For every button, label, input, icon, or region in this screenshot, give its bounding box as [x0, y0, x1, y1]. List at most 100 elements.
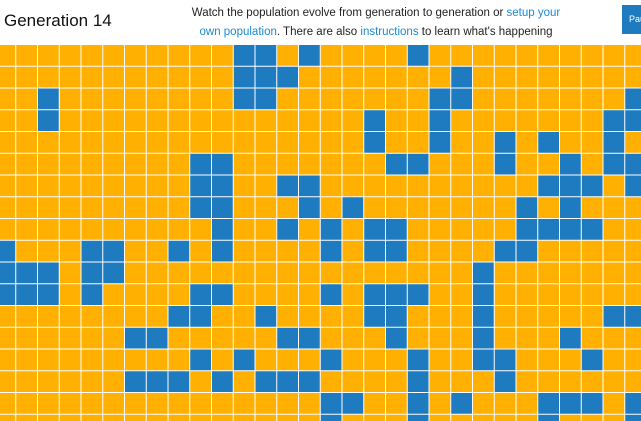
instructions-link[interactable]: instructions	[360, 26, 419, 38]
cell	[625, 306, 641, 327]
cell	[364, 240, 385, 262]
cell	[103, 349, 124, 371]
cell	[125, 284, 146, 305]
cell	[516, 414, 538, 421]
cell	[494, 197, 516, 218]
cell	[407, 175, 429, 197]
setup-link[interactable]: setup your own population	[199, 7, 561, 38]
cell	[407, 45, 429, 66]
cell	[125, 349, 146, 371]
cell	[386, 262, 407, 284]
cell	[342, 327, 364, 349]
cell	[16, 284, 37, 305]
cell	[0, 219, 16, 240]
cell	[168, 262, 190, 284]
cell	[516, 371, 538, 392]
cell	[38, 306, 59, 327]
cell	[190, 110, 211, 131]
cell	[190, 371, 211, 392]
cell	[516, 132, 538, 153]
cell	[0, 371, 16, 392]
cell	[0, 327, 16, 349]
cell	[581, 393, 603, 414]
cell	[320, 66, 342, 88]
cell	[494, 262, 516, 284]
cell	[212, 197, 233, 218]
cell	[386, 88, 407, 110]
cell	[516, 284, 538, 305]
cell	[364, 414, 385, 421]
cell	[320, 153, 342, 175]
pause-button[interactable]: Pause	[622, 5, 641, 34]
cell	[255, 88, 277, 110]
cell	[364, 132, 385, 153]
cell	[190, 175, 211, 197]
cell	[625, 66, 641, 88]
cell	[212, 306, 233, 327]
cell	[516, 327, 538, 349]
cell	[125, 132, 146, 153]
cell	[59, 45, 81, 66]
cell	[560, 45, 581, 66]
cell	[386, 175, 407, 197]
cell	[299, 414, 320, 421]
cell	[212, 262, 233, 284]
cell	[233, 284, 255, 305]
cell	[299, 284, 320, 305]
cell	[386, 219, 407, 240]
cell	[190, 393, 211, 414]
cell	[516, 88, 538, 110]
cell	[233, 88, 255, 110]
cell	[538, 327, 559, 349]
cell	[59, 88, 81, 110]
cell	[146, 393, 168, 414]
cell	[560, 349, 581, 371]
cell	[494, 66, 516, 88]
cell	[625, 240, 641, 262]
cell	[146, 349, 168, 371]
cell	[299, 88, 320, 110]
cell	[581, 197, 603, 218]
cell	[190, 327, 211, 349]
cell	[38, 414, 59, 421]
cell	[38, 284, 59, 305]
cell	[538, 262, 559, 284]
cell	[581, 88, 603, 110]
cell	[125, 88, 146, 110]
cell	[603, 349, 625, 371]
cell	[407, 306, 429, 327]
cell	[560, 306, 581, 327]
cell	[233, 414, 255, 421]
cell	[233, 110, 255, 131]
cell	[255, 175, 277, 197]
cell	[407, 284, 429, 305]
cell	[560, 262, 581, 284]
cell	[451, 219, 472, 240]
cell	[0, 66, 16, 88]
cell	[538, 45, 559, 66]
cell	[190, 219, 211, 240]
cell	[538, 306, 559, 327]
cell	[603, 393, 625, 414]
cell	[125, 66, 146, 88]
cell	[386, 45, 407, 66]
cell	[233, 153, 255, 175]
cell	[212, 414, 233, 421]
cell	[603, 219, 625, 240]
cell	[429, 393, 451, 414]
cell	[473, 306, 494, 327]
cell	[59, 110, 81, 131]
cell	[625, 110, 641, 131]
cell	[146, 284, 168, 305]
cell	[255, 66, 277, 88]
cell	[581, 349, 603, 371]
cell	[473, 349, 494, 371]
cell	[38, 349, 59, 371]
cell	[603, 88, 625, 110]
cell	[386, 197, 407, 218]
cell	[386, 132, 407, 153]
cell	[473, 327, 494, 349]
cell	[255, 110, 277, 131]
cell	[146, 306, 168, 327]
cell	[59, 240, 81, 262]
